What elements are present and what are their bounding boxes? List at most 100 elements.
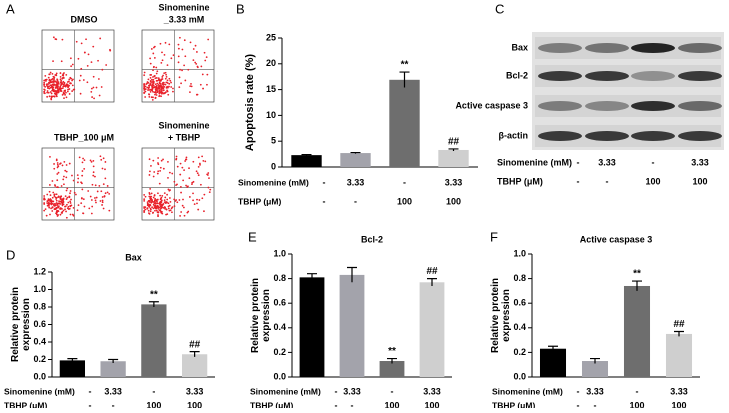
cell-dot: [195, 62, 198, 65]
panel-letter: A: [6, 1, 15, 16]
cell-dot: [159, 203, 161, 206]
cell-dot: [94, 175, 96, 178]
cell-dot: [155, 77, 158, 79]
y-tick-label: 0.2: [513, 347, 526, 357]
cell-dot: [165, 208, 168, 211]
cell-dot: [149, 80, 152, 83]
cell-dot: [179, 162, 182, 165]
plot-label: Sinomenine: [158, 120, 209, 130]
cell-dot: [53, 95, 56, 98]
y-axis-label-line: expression: [21, 298, 32, 351]
cell-dot: [149, 203, 152, 206]
cell-dot: [155, 66, 158, 69]
cell-dot: [166, 82, 169, 84]
cell-dot: [148, 158, 151, 161]
y-tick-label: 0.0: [273, 371, 286, 381]
cell-dot: [59, 90, 62, 92]
cell-dot: [180, 211, 183, 213]
cell-dot: [51, 88, 54, 91]
cell-dot: [145, 83, 148, 86]
cell-dot: [183, 39, 186, 42]
cell-dot: [166, 90, 169, 92]
cell-dot: [80, 67, 83, 70]
cell-dot: [47, 198, 50, 201]
cell-dot: [78, 79, 81, 82]
cell-dot: [48, 184, 51, 186]
y-tick-label: 15: [266, 84, 276, 94]
y-axis-label-line: Relative protein: [490, 278, 501, 353]
cell-dot: [48, 81, 51, 84]
cell-dot: [149, 207, 152, 210]
cell-dot: [181, 166, 184, 169]
error-bar: [347, 266, 357, 283]
cell-dot: [65, 170, 68, 173]
y-tick-label: 0.4: [513, 322, 526, 332]
cell-dot: [44, 78, 47, 81]
cell-dot: [44, 74, 47, 77]
cell-dot: [45, 214, 48, 217]
y-tick-label: 1.2: [33, 266, 46, 276]
cell-dot: [97, 59, 99, 62]
cell-dot: [161, 59, 164, 62]
cell-dot: [171, 211, 173, 214]
treatment-label: Sinomenine (mM): [497, 157, 572, 167]
cell-dot: [143, 84, 146, 87]
cell-dot: [148, 212, 150, 215]
treatment-value: 100: [187, 400, 202, 408]
cell-dot: [151, 88, 154, 91]
cell-dot: [146, 203, 149, 205]
cell-dot: [78, 156, 81, 159]
cell-dot: [189, 41, 192, 44]
cell-dot: [70, 198, 72, 201]
treatment-value: -: [335, 386, 338, 396]
bar: [623, 285, 651, 377]
cell-dot: [159, 169, 162, 172]
y-tick-label: 0.4: [273, 322, 286, 332]
cell-dot: [162, 87, 165, 90]
y-axis-label: Apoptosis rate (%): [244, 54, 256, 152]
cell-dot: [167, 202, 170, 205]
cell-dot: [175, 158, 178, 161]
cell-dot: [144, 85, 147, 88]
cell-dot: [166, 79, 169, 82]
cell-dot: [195, 93, 198, 96]
cell-dot: [99, 37, 102, 40]
cell-dot: [47, 87, 49, 90]
bar: [539, 348, 567, 377]
cell-dot: [197, 174, 200, 177]
cell-dot: [94, 199, 97, 202]
cell-dot: [185, 184, 187, 187]
error-bar: [448, 148, 459, 152]
cell-dot: [46, 200, 49, 203]
cell-dot: [147, 209, 150, 212]
cell-dot: [167, 207, 170, 210]
error-bar: [674, 330, 684, 337]
cell-dot: [167, 160, 169, 163]
cell-dot: [71, 90, 74, 92]
cell-dot: [55, 81, 58, 84]
cell-dot: [92, 45, 95, 48]
cell-dot: [148, 96, 151, 98]
cell-dot: [95, 86, 98, 89]
panel-letter: F: [490, 229, 498, 244]
cell-dot: [72, 206, 75, 209]
cell-dot: [82, 212, 84, 215]
cell-dot: [50, 81, 53, 83]
cell-dot: [87, 190, 90, 192]
cell-dot: [52, 191, 55, 194]
cell-dot: [95, 201, 97, 204]
cell-dot: [92, 165, 95, 168]
cell-dot: [188, 167, 190, 170]
y-axis-label-line: Relative protein: [250, 278, 261, 353]
cell-dot: [67, 201, 70, 204]
cell-dot: [48, 87, 51, 90]
cell-dot: [101, 68, 104, 71]
y-tick-label: 5: [271, 136, 276, 146]
cell-dot: [165, 201, 168, 204]
cell-dot: [101, 201, 104, 204]
cell-dot: [184, 79, 187, 82]
cell-dot: [169, 209, 172, 212]
cell-dot: [157, 206, 159, 209]
y-tick-label: 0.8: [513, 273, 526, 283]
